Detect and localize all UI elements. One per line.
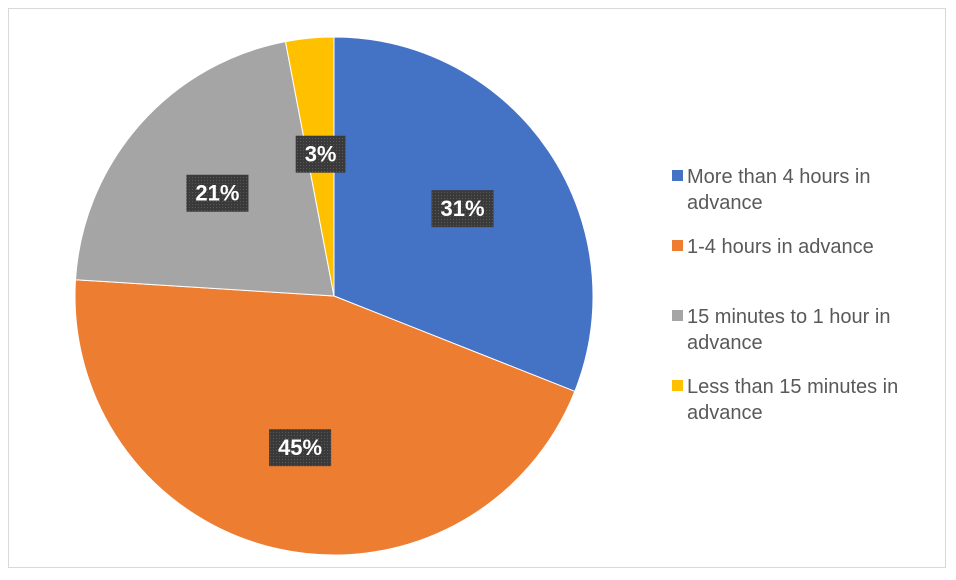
legend-item-more-than-4-hours: More than 4 hours in advance — [672, 164, 937, 216]
data-label-more-than-4-hours-in-advance: 31% — [441, 196, 485, 221]
data-label-background — [295, 135, 346, 173]
legend-swatch-blue — [672, 170, 683, 181]
legend-item-15-min-to-1-hour: 15 minutes to 1 hour in advance — [672, 304, 937, 356]
pie-data-labels: 31% 45% 21% 3% — [186, 135, 494, 467]
legend-label: More than 4 hours in advance — [687, 166, 871, 214]
data-label-15-minutes-to-1-hour-in-advance: 21% — [195, 181, 239, 206]
legend-swatch-orange — [672, 240, 683, 251]
data-label-less-than-15-minutes-in-advance: 3% — [305, 142, 337, 167]
legend-label: Less than 15 minutes in advance — [687, 376, 899, 424]
legend-label: 1-4 hours in advance — [687, 236, 874, 258]
pie-slices — [74, 36, 594, 556]
legend-label: 15 minutes to 1 hour in advance — [687, 306, 891, 354]
pie-slice-1-4-hours-in-advance — [74, 279, 576, 556]
data-label-background — [431, 190, 494, 228]
data-label-background — [269, 429, 332, 467]
data-label-background — [186, 174, 249, 212]
legend-item-less-than-15-min: Less than 15 minutes in advance — [672, 374, 937, 426]
legend-swatch-gray — [672, 310, 683, 321]
legend-item-1-4-hours: 1-4 hours in advance — [672, 234, 937, 260]
legend-swatch-yellow — [672, 380, 683, 391]
pie-slice-15-minutes-to-1-hour-in-advance — [74, 41, 335, 297]
data-label-1-4-hours-in-advance: 45% — [278, 435, 322, 460]
